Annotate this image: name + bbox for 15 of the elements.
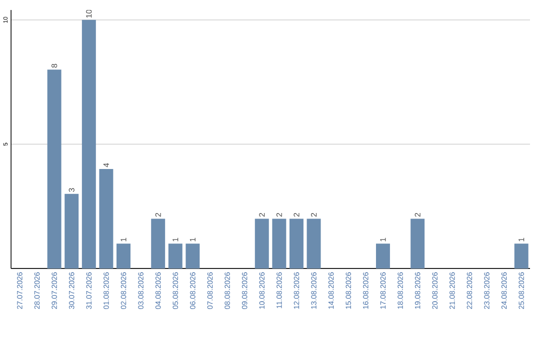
bar <box>82 20 96 268</box>
bar <box>168 243 182 268</box>
bar <box>151 218 166 268</box>
bar <box>47 69 62 268</box>
bar <box>376 243 390 268</box>
bar <box>272 218 286 268</box>
bar <box>306 218 321 268</box>
bar <box>116 243 130 268</box>
bar <box>64 194 79 268</box>
bar <box>410 218 425 268</box>
bar <box>99 168 114 268</box>
bar <box>186 243 200 268</box>
bar <box>290 218 304 268</box>
bar <box>514 243 528 268</box>
bar <box>254 218 269 268</box>
